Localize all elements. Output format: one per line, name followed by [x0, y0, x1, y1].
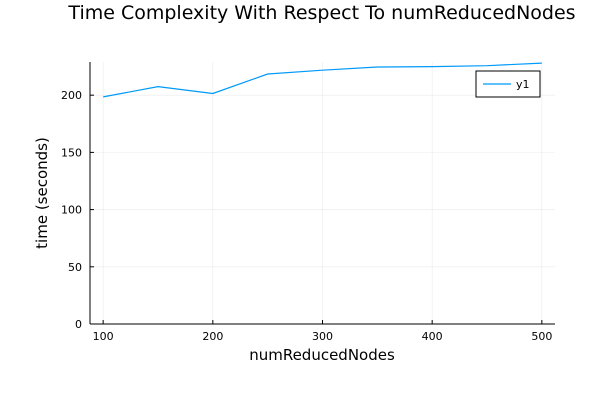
series-line-y1: [103, 62, 542, 98]
x-tick-label: 500: [531, 330, 552, 343]
y-tick-label: 150: [61, 146, 82, 159]
y-tick-label: 0: [75, 318, 82, 331]
y-tick-label: 100: [61, 204, 82, 217]
x-tick-label: 400: [422, 330, 443, 343]
chart-title: Time Complexity With Respect To numReduc…: [67, 2, 575, 24]
legend-label: y1: [516, 78, 530, 91]
tick-labels: 100 200 300 400 500 0 50 100 150 200: [61, 89, 552, 343]
x-axis-title: numReducedNodes: [249, 346, 395, 364]
series-group: [103, 62, 542, 98]
y-axis-title: time (seconds): [33, 137, 51, 249]
x-tick-label: 200: [202, 330, 223, 343]
legend: y1: [475, 70, 541, 98]
x-tick-label: 300: [312, 330, 333, 343]
y-tick-label: 50: [68, 261, 82, 274]
grid: [90, 62, 555, 325]
y-tick-label: 200: [61, 89, 82, 102]
axes: [89, 62, 555, 325]
x-tick-label: 100: [93, 330, 114, 343]
